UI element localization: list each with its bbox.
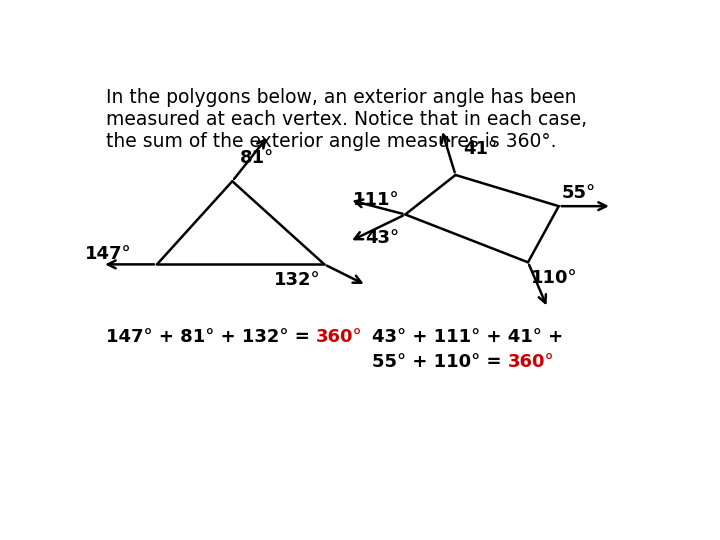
Text: 111°: 111° [353,191,400,209]
Text: 41°: 41° [463,140,497,158]
Text: In the polygons below, an exterior angle has been
measured at each vertex. Notic: In the polygons below, an exterior angle… [106,87,587,151]
Text: 147°: 147° [85,245,132,263]
Text: 147° + 81° + 132° =: 147° + 81° + 132° = [106,328,315,346]
Text: 147° + 81° + 132° = 360°: 147° + 81° + 132° = 360° [106,328,362,346]
Text: 81°: 81° [240,148,274,167]
Text: 43° + 111° + 41° +: 43° + 111° + 41° + [372,328,563,346]
Text: 43°: 43° [366,229,400,247]
Text: 360°: 360° [315,328,362,346]
Text: 132°: 132° [274,271,321,288]
Text: 110°: 110° [531,268,577,287]
Text: 360°: 360° [508,353,554,371]
Text: 55° + 110° =: 55° + 110° = [372,353,508,371]
Text: 55°: 55° [562,184,595,202]
